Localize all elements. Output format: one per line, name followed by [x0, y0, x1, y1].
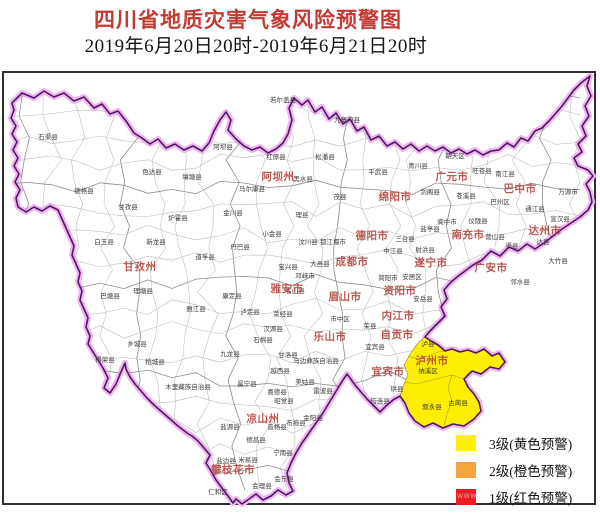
legend-swatch-orange	[456, 461, 476, 478]
legend-row-level3: 3级(黄色预警)	[449, 429, 599, 456]
legend: 3级(黄色预警) 2级(橙色预警) www 1级(红色预警)	[449, 429, 599, 510]
date-range: 2019年6月20日20时-2019年6月21日20时	[84, 36, 428, 57]
page-title: 四川省地质灾害气象风险预警图	[94, 8, 402, 32]
legend-label-level2: 2级(橙色预警)	[489, 463, 573, 479]
legend-label-level3: 3级(黄色预警)	[489, 436, 573, 452]
legend-label-level1: 1级(红色预警)	[489, 490, 573, 506]
yellow-region-inner-boundaries	[403, 350, 465, 428]
legend-row-level2: 2级(橙色预警)	[449, 456, 599, 483]
legend-swatch-red: www	[456, 488, 478, 505]
map-frame	[2, 71, 596, 505]
legend-swatch-yellow	[456, 434, 476, 451]
watermark: www	[457, 490, 478, 500]
legend-row-level1: www 1级(红色预警)	[449, 483, 599, 510]
province-border	[10, 75, 594, 505]
